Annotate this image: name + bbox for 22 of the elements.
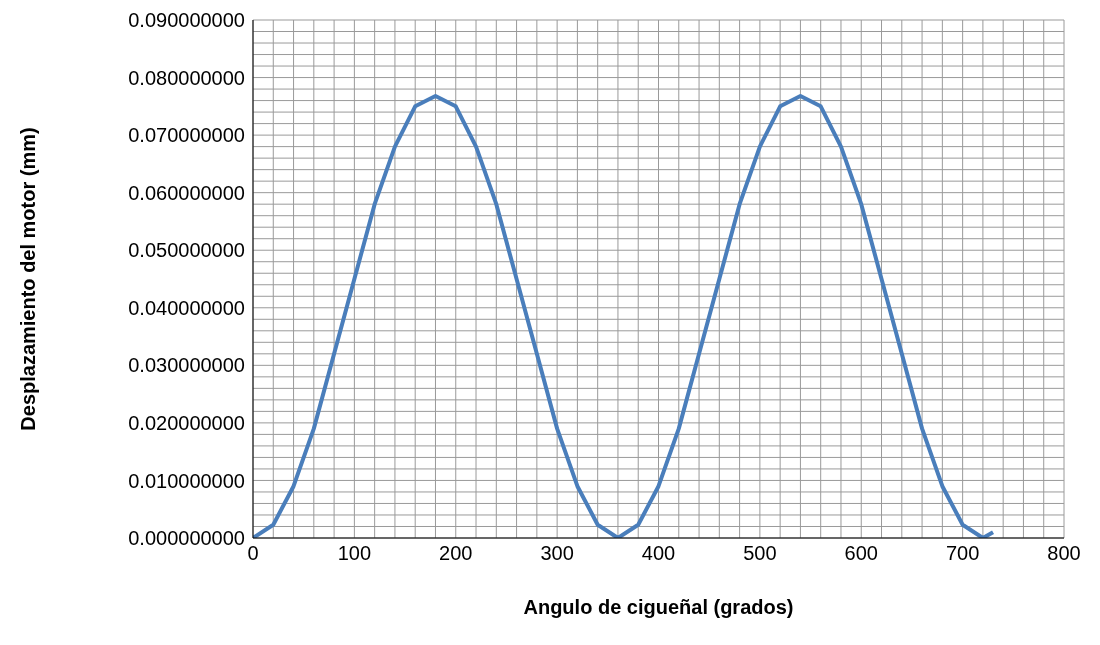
x-tick-label: 200: [439, 542, 473, 565]
y-tick-label: 0.000000000: [128, 527, 245, 550]
y-tick-label: 0.070000000: [128, 124, 245, 147]
x-tick-label: 600: [844, 542, 878, 565]
x-tick-label: 400: [641, 542, 676, 565]
y-tick-label: 0.080000000: [128, 66, 245, 89]
x-tick-label: 800: [1047, 542, 1081, 565]
x-tick-label: 700: [945, 542, 980, 565]
y-tick-label: 0.030000000: [128, 354, 245, 377]
y-tick-label: 0.020000000: [128, 411, 245, 434]
y-tick-label: 0.040000000: [128, 296, 245, 319]
y-axis-title: Desplazamiento del motor (mm): [17, 127, 40, 431]
x-tick-label: 300: [540, 542, 574, 565]
x-tick-label: 0: [247, 542, 259, 565]
x-axis-title: Angulo de cigueñal (grados): [523, 596, 794, 618]
y-tick-label: 0.050000000: [128, 239, 245, 262]
y-tick-label: 0.010000000: [128, 469, 245, 492]
x-tick-label: 100: [337, 542, 372, 565]
y-tick-label: 0.090000000: [128, 9, 245, 32]
x-tick-label: 500: [743, 542, 777, 565]
y-tick-label: 0.060000000: [128, 181, 245, 204]
line-series: [253, 93, 996, 538]
